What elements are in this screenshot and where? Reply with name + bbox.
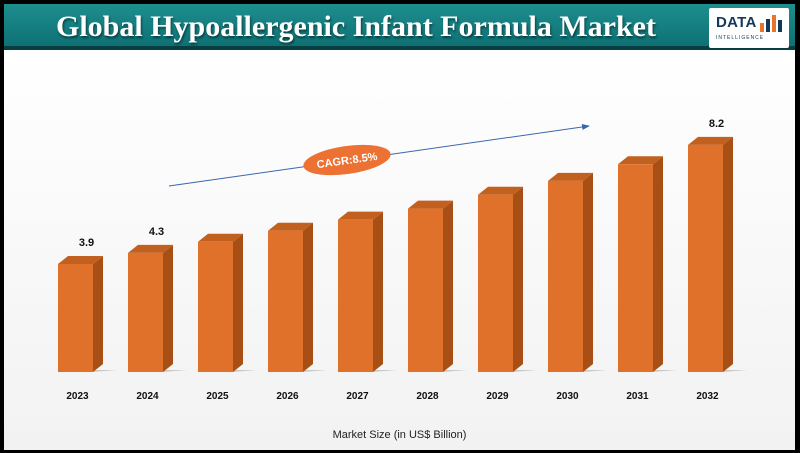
bar-top	[58, 255, 103, 264]
bar-top	[408, 200, 453, 209]
cagr-badge: CAGR:8.5%	[303, 144, 391, 176]
x-tick-label: 2025	[206, 391, 229, 402]
data-label: 3.9	[79, 237, 94, 249]
bar-side	[373, 211, 383, 372]
bar-top	[128, 244, 173, 253]
bar-side	[303, 222, 313, 372]
bars-group: 2023 3.9 2024 4.3 2025 2026 2027 2028 2029 2030 20…	[58, 118, 747, 402]
title-bar-shadow	[4, 46, 795, 50]
bar-side	[443, 200, 453, 372]
bar	[478, 194, 513, 372]
bar	[548, 180, 583, 372]
bar-side	[723, 136, 733, 372]
bar-top	[338, 211, 383, 220]
x-tick-label: 2027	[346, 391, 369, 402]
bar-top	[198, 233, 243, 242]
bar-side	[163, 244, 173, 372]
x-tick-label: 2024	[136, 391, 159, 402]
bar-chart: CAGR:8.5% 2023 3.9 2024 4.3 2025 2026 2027 2028…	[58, 118, 747, 402]
bar-side	[233, 233, 243, 372]
chart-area: CAGR:8.5% 2023 3.9 2024 4.3 2025 2026 2027 2028…	[4, 50, 795, 450]
data-label: 8.2	[709, 118, 724, 130]
bar-top	[688, 136, 733, 145]
bar-top	[478, 186, 523, 195]
logo-subtitle: INTELLIGENCE	[716, 35, 765, 41]
cagr-ellipse	[303, 144, 391, 176]
x-tick-label: 2028	[416, 391, 439, 402]
data-label: 4.3	[149, 226, 164, 238]
bar	[268, 230, 303, 372]
bar	[128, 252, 163, 372]
title-bar: Global Hypoallergenic Infant Formula Mar…	[4, 4, 795, 50]
bar	[198, 241, 233, 372]
bar-side	[583, 172, 593, 372]
x-tick-label: 2029	[486, 391, 509, 402]
bar-top	[548, 172, 593, 181]
x-tick-label: 2032	[696, 391, 719, 402]
bar-side	[653, 156, 663, 372]
bar	[408, 208, 443, 372]
x-tick-label: 2026	[276, 391, 299, 402]
datam-logo: DATA INTELLIGENCE	[709, 8, 789, 48]
bar	[618, 164, 653, 372]
slide-panel: Global Hypoallergenic Infant Formula Mar…	[4, 4, 795, 450]
bar	[688, 144, 723, 372]
bar-side	[93, 255, 103, 372]
x-axis-title: Market Size (in US$ Billion)	[332, 429, 467, 441]
page-title: Global Hypoallergenic Infant Formula Mar…	[56, 10, 656, 43]
bar	[338, 219, 373, 372]
bar-top	[268, 222, 313, 231]
bar	[58, 263, 93, 372]
x-tick-label: 2030	[556, 391, 579, 402]
bar-top	[618, 156, 663, 165]
logo-bars-icon	[760, 15, 784, 32]
x-tick-label: 2031	[626, 391, 649, 402]
logo-wordmark: DATA	[716, 14, 757, 31]
bar-side	[513, 186, 523, 372]
x-tick-label: 2023	[66, 391, 89, 402]
